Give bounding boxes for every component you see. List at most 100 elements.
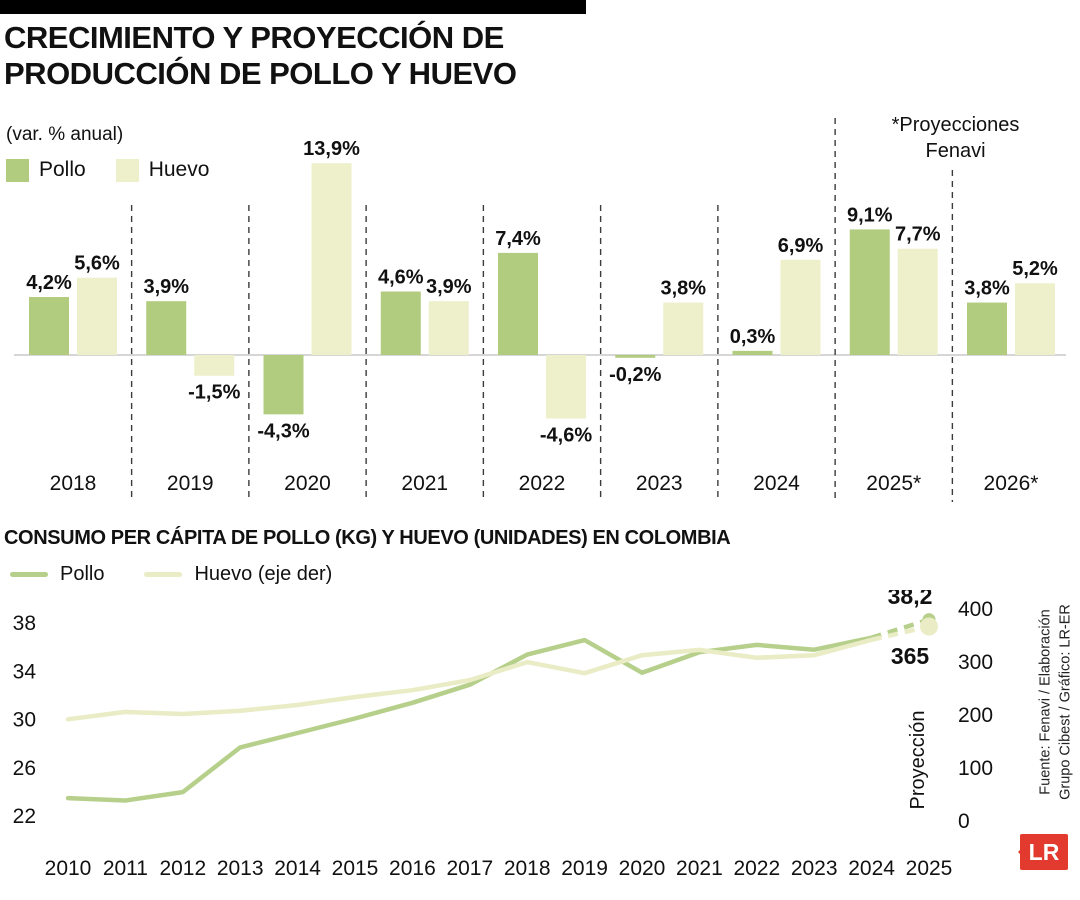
line-legend-swatch-pollo [10,572,48,577]
x-tick-label: 2023 [791,857,838,880]
bar-value-label: 0,3% [730,326,776,348]
legend-label-pollo: Pollo [39,158,86,181]
x-tick-label: 2015 [332,857,379,880]
x-tick-label: 2012 [159,857,206,880]
right-axis-tick: 200 [958,704,993,727]
bar-pollo-2023 [615,355,656,358]
bar-pollo-2026* [967,302,1007,355]
huevo-end-value-label: 365 [891,643,930,669]
x-tick-label: 2013 [217,857,264,880]
legend-swatch-pollo [6,158,29,182]
bar-pollo-2022 [498,252,538,355]
legend-label-huevo: Huevo [148,158,210,181]
bar-value-label: 5,2% [1012,258,1058,280]
line-legend-label-pollo: Pollo [60,563,105,585]
x-tick-label: 2024 [753,472,800,495]
x-tick-label: 2022 [519,472,566,495]
huevo-line-projection [871,624,930,642]
x-tick-label: 2024 [848,857,895,880]
projection-note: *Proyecciones Fenavi [858,112,1053,164]
bar-value-label: -4,3% [257,420,309,442]
bar-value-label: 3,9% [143,276,189,298]
line-legend-label-huevo: Huevo (eje der) [194,563,333,585]
line-legend-item-pollo: Pollo [10,563,104,586]
bar-chart-axis-note: (var. % anual) [6,124,124,145]
source-credit-line1: Fuente: Fenavi / Elaboración [1037,609,1054,795]
source-credit: Fuente: Fenavi / Elaboración Grupo Cibes… [1036,604,1075,800]
bar-chart-legend: Pollo Huevo [6,158,239,182]
bar-pollo-2018 [29,297,69,355]
x-tick-label: 2017 [446,857,493,880]
projection-note-line1: *Proyecciones [891,114,1020,136]
bar-pollo-2020 [263,355,304,415]
left-axis-tick: 22 [13,805,36,828]
right-axis-tick: 400 [958,598,993,621]
bar-value-label: -1,5% [188,382,240,404]
bar-pollo-2024 [732,350,773,355]
x-tick-label: 2018 [504,857,551,880]
bar-chart: 4,2%5,6% 2018 3,9% -1,5% 2019 -4,3% 13,9% 2020 4… [14,118,1066,502]
bar-value-label: 13,9% [303,138,360,160]
bar-huevo-2022 [546,355,586,419]
x-tick-label: 2025* [866,472,921,495]
x-tick-label: 2014 [274,857,321,880]
bar-huevo-2019 [194,355,235,376]
x-tick-label: 2019 [167,472,214,495]
page-title-line1: CRECIMIENTO Y PROYECCIÓN DE [4,20,504,55]
line-chart-title: CONSUMO PER CÁPITA DE POLLO (KG) Y HUEVO… [4,527,731,549]
x-tick-label: 2021 [401,472,448,495]
bar-value-label: 9,1% [847,204,893,226]
bar-value-label: 5,6% [74,253,120,275]
legend-item-huevo: Huevo [115,158,210,182]
bar-pollo-2019 [146,301,187,355]
x-tick-label: 2022 [733,857,780,880]
pollo-end-value-label: 38,2 [888,590,933,609]
left-axis-tick: 26 [13,757,36,780]
bar-value-label: -0,2% [609,364,661,386]
projection-label: Proyección [907,711,929,810]
line-chart: 38 34 30 26 22 400 300 200 100 0 2010 2011 2012 2013 2… [13,590,993,880]
lr-logo: LR [1018,834,1068,870]
huevo-line [65,637,874,722]
lr-logo-text: LR [1028,838,1060,865]
line-chart-legend: Pollo Huevo (eje der) [10,563,372,586]
x-tick-label: 2010 [45,857,92,880]
page-title-line2: PRODUCCIÓN DE POLLO Y HUEVO [4,55,517,91]
x-tick-label: 2011 [103,857,148,880]
left-axis-tick: 34 [13,660,37,683]
bar-value-label: 4,6% [378,267,424,289]
x-tick-label: 2023 [636,472,683,495]
source-credit-line2: Grupo Cibest / Gráfico: LR-ER [1057,604,1073,800]
page-title: CRECIMIENTO Y PROYECCIÓN DE PRODUCCIÓN D… [4,20,517,91]
bar-huevo-2021 [428,301,469,355]
bar-huevo-2018 [77,277,117,355]
bar-value-label: 7,7% [895,224,941,246]
bar-huevo-2020 [311,163,352,355]
bar-value-label: 4,2% [26,272,72,294]
bar-value-label: 3,8% [660,278,706,300]
bar-huevo-2024 [780,259,821,355]
bar-value-label: -4,6% [540,424,592,446]
projection-note-line2: Fenavi [925,140,986,162]
bar-value-label: 3,8% [964,278,1010,300]
lr-logo-tail [1011,845,1025,859]
bar-value-label: 7,4% [495,228,541,250]
x-tick-label: 2021 [676,857,723,880]
bar-huevo-2025* [897,248,938,355]
huevo-end-dot [920,617,938,636]
right-axis-tick: 0 [958,810,970,833]
bar-huevo-2023 [663,302,704,355]
x-tick-label: 2019 [561,857,608,880]
bar-pollo-2021 [380,291,421,355]
x-tick-label: 2025 [906,857,953,880]
bar-pollo-2025* [849,229,890,355]
line-legend-item-huevo: Huevo (eje der) [144,563,332,586]
line-legend-swatch-huevo [144,572,183,577]
pollo-line [65,635,874,803]
legend-swatch-huevo [115,158,139,182]
x-tick-label: 2020 [619,857,666,880]
right-axis-tick: 300 [958,651,993,674]
x-tick-label: 2016 [389,857,436,880]
right-axis-tick: 100 [958,757,993,780]
left-axis-tick: 30 [13,709,36,732]
